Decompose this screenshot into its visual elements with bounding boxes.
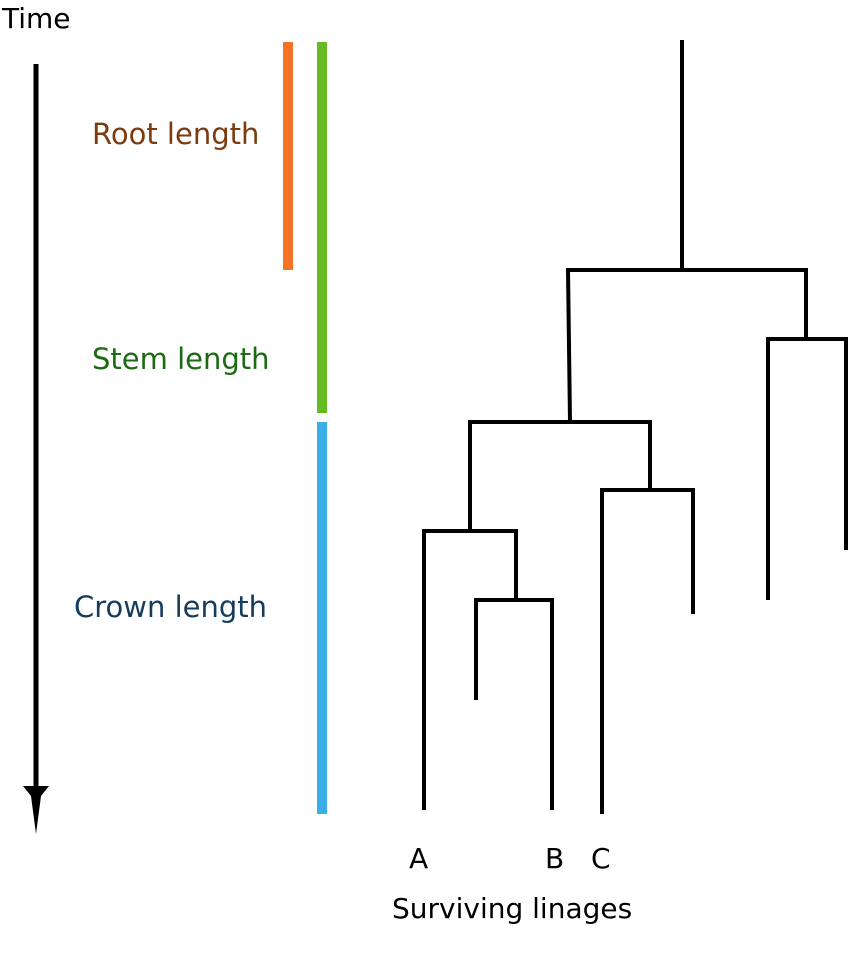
stem-length-label: Stem length: [92, 342, 270, 376]
time-axis-arrowhead: [23, 786, 49, 834]
time-axis-label: Time: [1, 2, 71, 35]
crown-length-label: Crown length: [74, 590, 267, 624]
left-clade-stem: [565, 267, 573, 425]
tip-label-b: B: [545, 842, 564, 875]
root-length-label: Root length: [92, 117, 259, 151]
surviving-lineages-caption: Surviving linages: [392, 892, 632, 925]
phylogenetic-tree: [422, 40, 848, 814]
tip-label-c: C: [591, 842, 611, 875]
tip-label-a: A: [409, 842, 428, 875]
